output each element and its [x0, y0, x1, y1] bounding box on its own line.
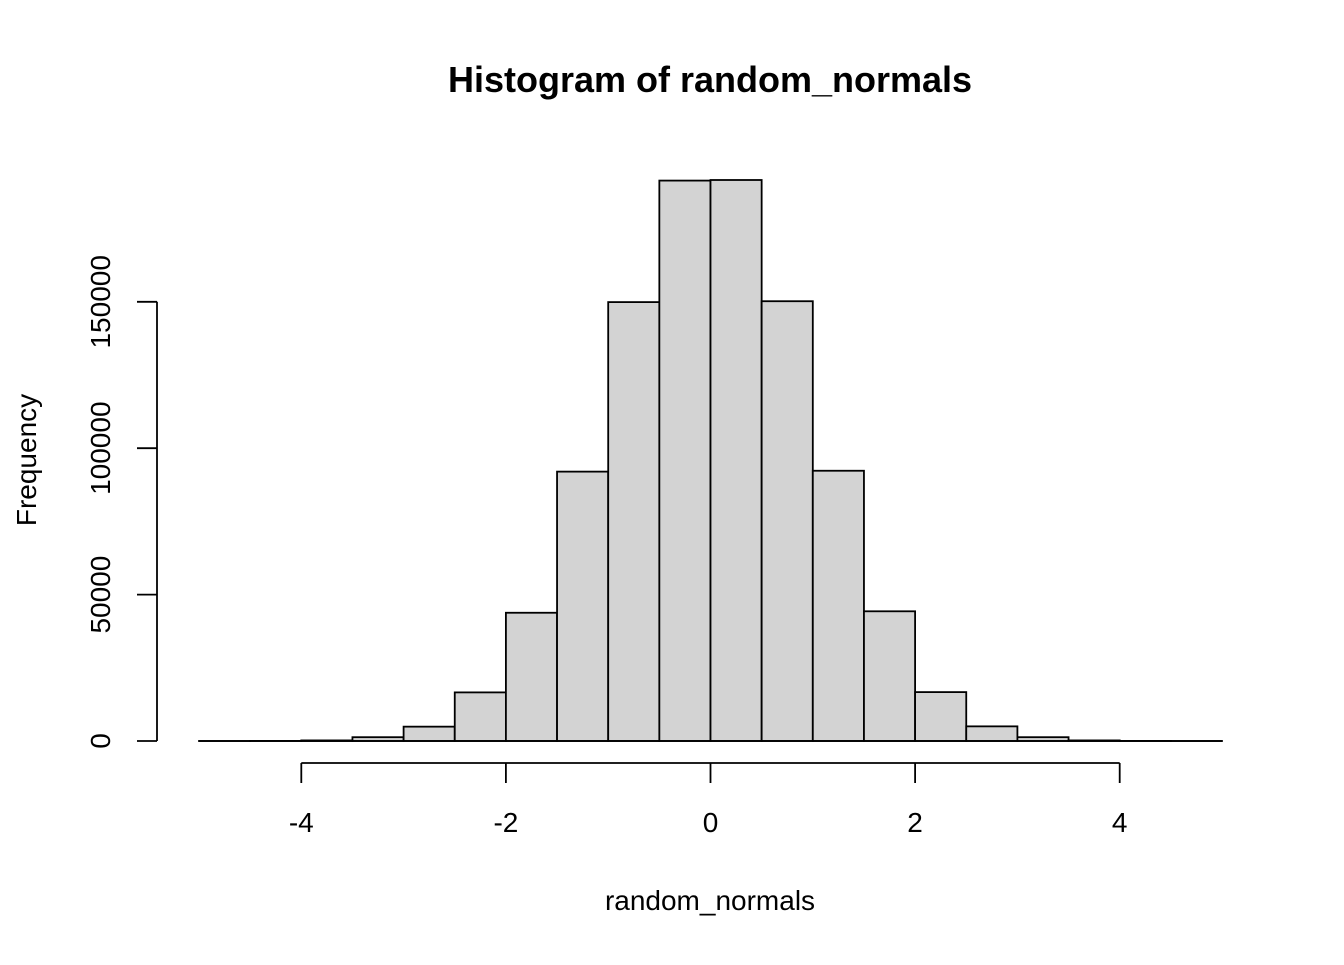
x-tick-label: 4: [1112, 807, 1128, 838]
histogram-bar: [506, 613, 557, 741]
x-tick-label: 0: [703, 807, 719, 838]
bars-group: [199, 180, 1222, 741]
histogram-bar: [915, 692, 966, 741]
y-tick-label: 50000: [85, 556, 116, 634]
x-axis-label: random_normals: [605, 885, 815, 916]
y-axis: 0 50000 100000 150000: [85, 255, 157, 749]
histogram-bar: [404, 727, 455, 741]
x-axis: -4 -2 0 2 4: [289, 763, 1128, 838]
histogram-bar: [711, 180, 762, 741]
histogram-bar: [762, 301, 813, 741]
histogram-bar: [557, 472, 608, 741]
histogram-bar: [813, 471, 864, 741]
x-tick-label: -2: [493, 807, 518, 838]
histogram-bar: [864, 611, 915, 741]
y-tick-label: 0: [85, 733, 116, 749]
x-tick-label: 2: [907, 807, 923, 838]
chart-title: Histogram of random_normals: [448, 59, 972, 100]
y-tick-label: 150000: [85, 255, 116, 348]
histogram-bar: [608, 302, 659, 741]
histogram-bar: [659, 181, 710, 741]
y-tick-label: 100000: [85, 401, 116, 494]
x-tick-label: -4: [289, 807, 314, 838]
y-axis-label: Frequency: [11, 394, 42, 526]
histogram-bar: [966, 726, 1017, 741]
histogram-bar: [455, 692, 506, 741]
